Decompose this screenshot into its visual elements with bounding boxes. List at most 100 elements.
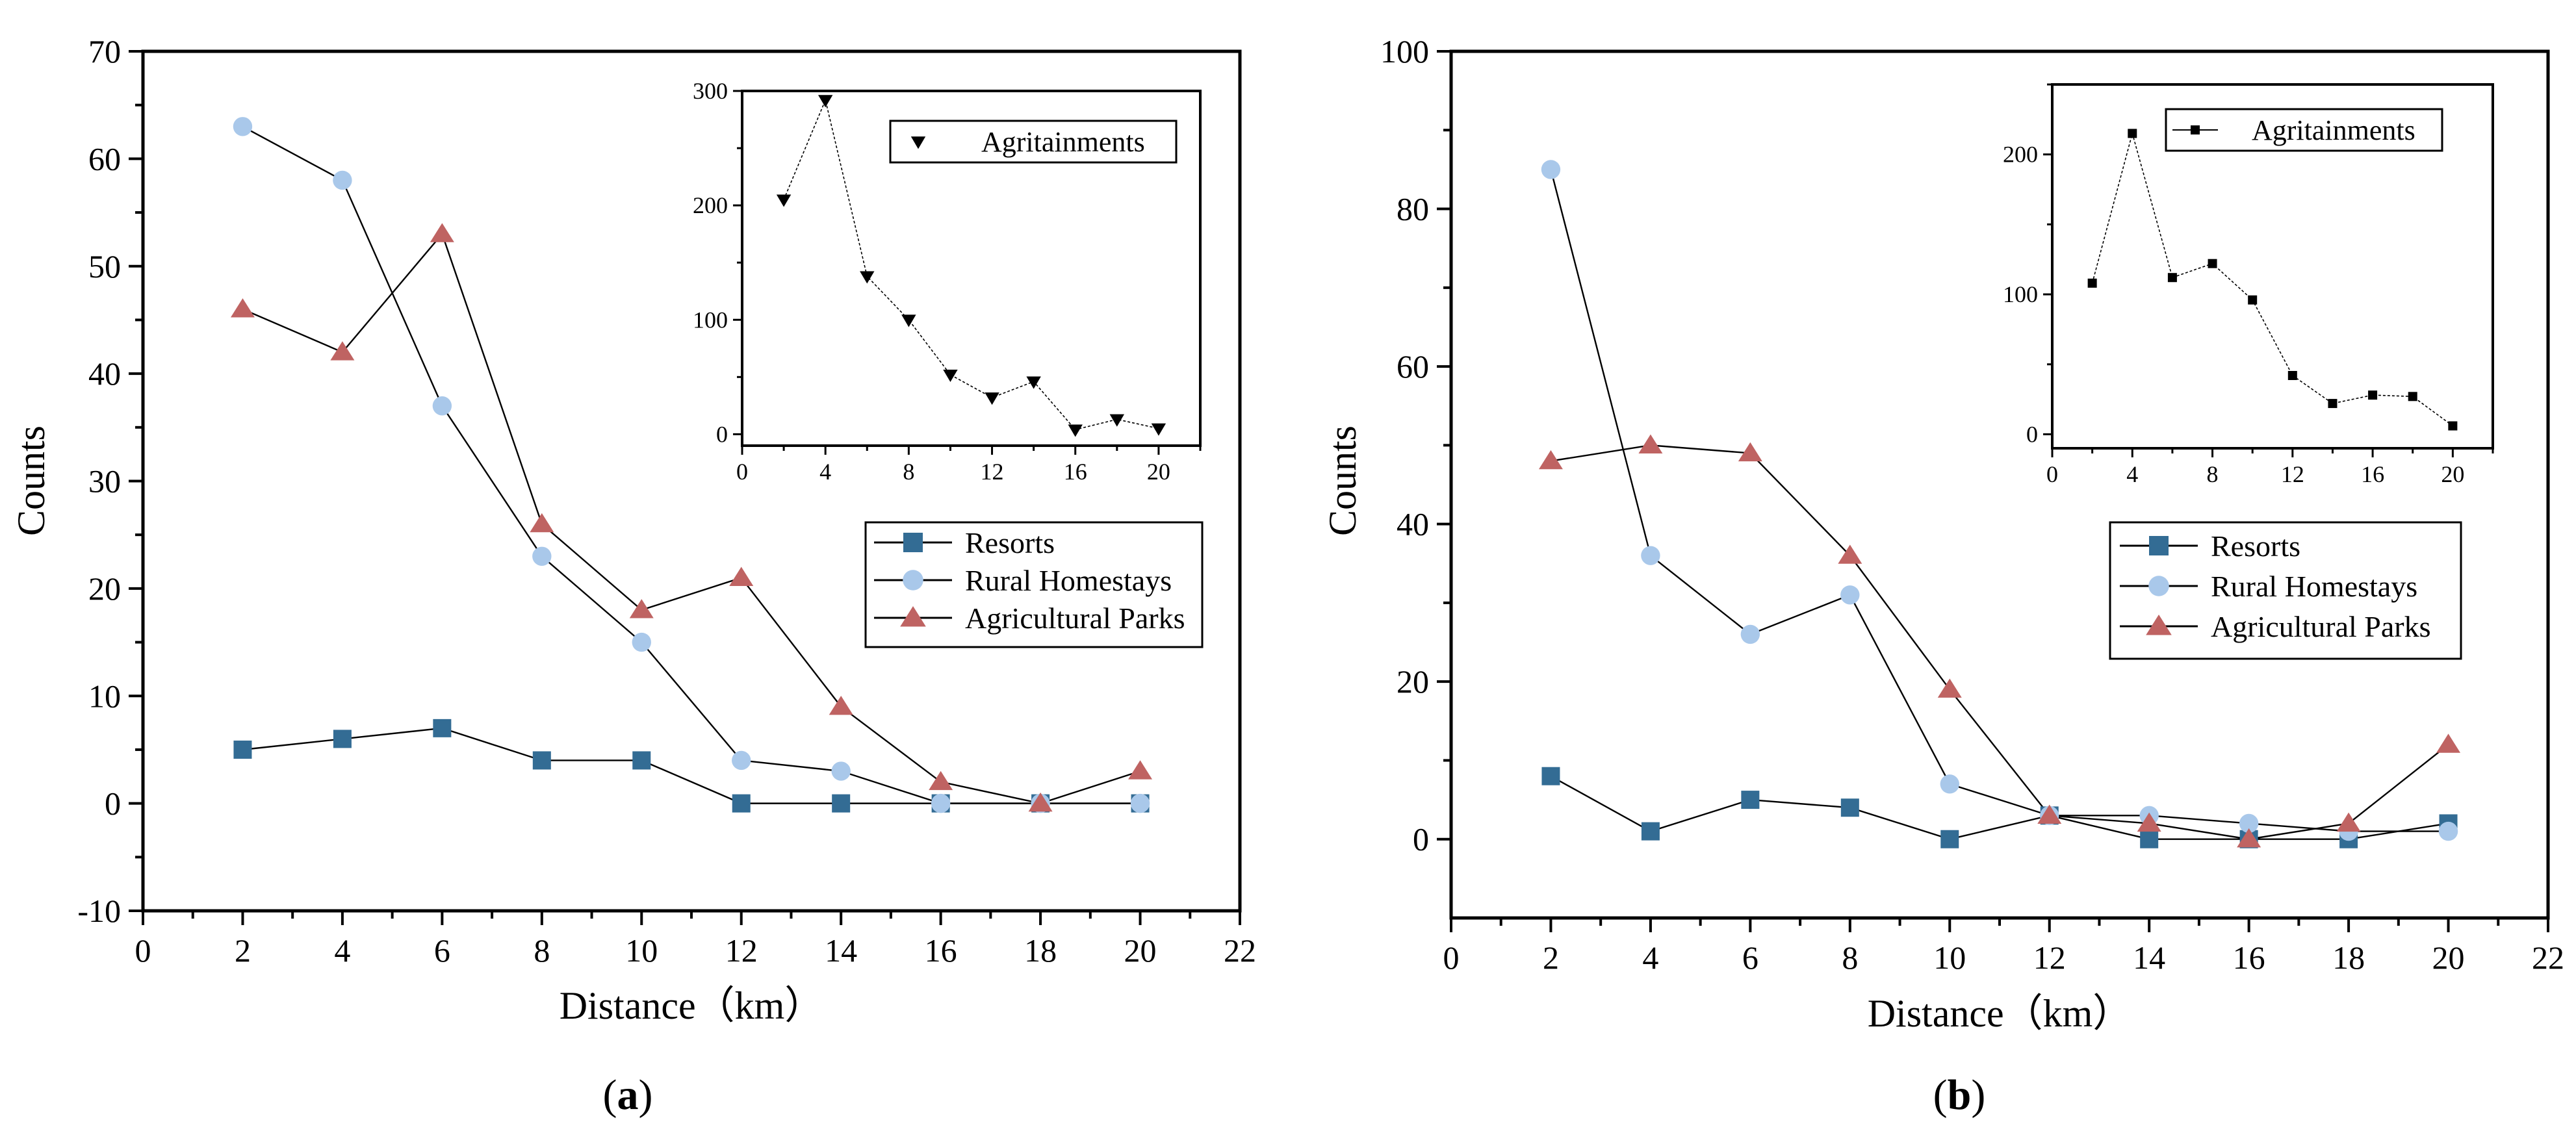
y-tick-label: 40 [1397, 506, 1429, 542]
legend-label: Rural Homestays [2211, 570, 2417, 603]
data-point-agricultural-parks [2336, 812, 2361, 832]
x-tick-label: 18 [2332, 939, 2365, 976]
data-point-rural-homestays [1940, 774, 1959, 794]
inset-data-point-agritainments [776, 194, 792, 207]
data-point-rural-homestays [2239, 813, 2259, 834]
data-point-rural-homestays [333, 170, 352, 190]
panel-a-inset-legend-frame [889, 120, 1178, 164]
inset-x-tick-label: 12 [2281, 461, 2304, 487]
data-point-resorts [632, 751, 651, 770]
data-point-agricultural-parks [1838, 544, 1862, 564]
y-tick-label: 40 [88, 355, 121, 392]
inset-data-point-agritainments [1026, 376, 1041, 389]
data-point-rural-homestays [1130, 793, 1150, 813]
x-tick-label: 4 [334, 932, 350, 969]
inset-x-tick-label: 16 [1064, 459, 1087, 485]
data-point-agricultural-parks [1638, 434, 1663, 453]
inset-data-point-agritainments [818, 95, 833, 108]
inset-y-tick-label: 200 [2003, 142, 2038, 168]
inset-x-tick-label: 0 [736, 459, 748, 485]
inset-x-tick-label: 16 [2361, 461, 2384, 487]
x-tick-label: 10 [625, 932, 658, 969]
inset-data-point-agritainments [943, 369, 958, 382]
panel-b-plot-frame [1449, 49, 2550, 920]
data-point-rural-homestays [1740, 624, 1760, 644]
series-line-resorts [242, 727, 1140, 804]
inset-y-tick-label: 0 [716, 421, 728, 447]
data-point-resorts [1741, 791, 1760, 809]
x-tick-label: 22 [1224, 932, 1256, 969]
data-point-rural-homestays [931, 793, 951, 813]
x-tick-label: 0 [135, 932, 151, 969]
data-point-agricultural-parks [729, 566, 754, 586]
inset-legend-marker-agritainments [2191, 125, 2200, 134]
y-tick-label: 100 [1380, 33, 1429, 70]
y-tick-label: 60 [1397, 348, 1429, 385]
data-point-rural-homestays [1541, 160, 1561, 179]
data-point-resorts [2140, 830, 2159, 848]
panel-a-series [230, 117, 1153, 813]
inset-x-tick-label: 20 [2441, 461, 2464, 487]
legend-marker-agricultural-parks [900, 606, 926, 627]
inset-data-point-agritainments [860, 271, 875, 284]
legend-marker-resorts [903, 533, 923, 552]
x-tick-label: 6 [434, 932, 450, 969]
inset-series-line-agritainments [783, 98, 1159, 431]
data-point-agricultural-parks [230, 298, 255, 318]
data-point-agricultural-parks [1538, 450, 1563, 470]
x-tick-label: 2 [235, 932, 251, 969]
x-tick-label: 18 [1024, 932, 1057, 969]
panel-a-plot-frame [141, 49, 1242, 913]
data-point-rural-homestays [1840, 585, 1860, 605]
inset-x-tick-label: 8 [903, 459, 914, 485]
series-line-rural-homestays [1550, 169, 2449, 832]
data-point-resorts [832, 794, 851, 813]
panel-b-label-letter: b [1948, 1071, 1972, 1119]
x-tick-label: 4 [1642, 939, 1658, 976]
y-tick-label: 70 [88, 33, 121, 70]
inset-x-tick-label: 8 [2207, 461, 2219, 487]
legend-label: Agricultural Parks [2211, 610, 2431, 643]
inset-data-point-agritainments [2208, 259, 2217, 268]
legend-label: Agricultural Parks [965, 602, 1185, 635]
x-tick-label: 20 [2432, 939, 2465, 976]
panel-a-legend: Resorts Rural Homestays Agricultural Parks [864, 521, 1204, 648]
series-line-agricultural-parks [242, 232, 1140, 804]
x-tick-label: 8 [1842, 939, 1858, 976]
inset-data-point-agritainments [2448, 421, 2458, 431]
inset-data-point-agritainments [2167, 273, 2177, 283]
inset-x-tick-label: 4 [2126, 461, 2138, 487]
data-point-agricultural-parks [1937, 678, 1962, 698]
data-point-resorts [433, 719, 452, 737]
data-point-rural-homestays [2438, 821, 2458, 841]
data-point-agricultural-parks [430, 223, 454, 242]
inset-data-point-agritainments [1068, 424, 1083, 437]
data-point-resorts [1940, 830, 1959, 848]
data-point-rural-homestays [831, 761, 851, 781]
inset-data-point-agritainments [901, 314, 916, 327]
x-tick-label: 16 [925, 932, 957, 969]
x-tick-label: 8 [534, 932, 550, 969]
legend-label: Rural Homestays [965, 564, 1172, 597]
y-tick-label: 0 [105, 785, 121, 822]
panel-b-series [1538, 160, 2461, 848]
y-tick-label: 50 [88, 248, 121, 285]
inset-y-tick-label: 100 [2003, 281, 2038, 307]
data-point-rural-homestays [632, 632, 651, 652]
inset-x-tick-label: 4 [819, 459, 831, 485]
data-point-agricultural-parks [629, 599, 654, 618]
x-tick-label: 0 [1443, 939, 1460, 976]
inset-data-point-agritainments [1109, 414, 1125, 427]
data-point-rural-homestays [532, 546, 552, 566]
x-tick-label: 14 [825, 932, 857, 969]
legend-label: Resorts [965, 526, 1055, 559]
y-tick-label: 80 [1397, 191, 1429, 227]
inset-y-tick-label: 100 [693, 307, 728, 333]
legend-label: Resorts [2211, 529, 2300, 563]
inset-data-point-agritainments [2328, 399, 2338, 409]
inset-x-tick-label: 12 [981, 459, 1004, 485]
data-point-agricultural-parks [1738, 442, 1762, 462]
inset-series-line-agritainments [2091, 131, 2453, 427]
